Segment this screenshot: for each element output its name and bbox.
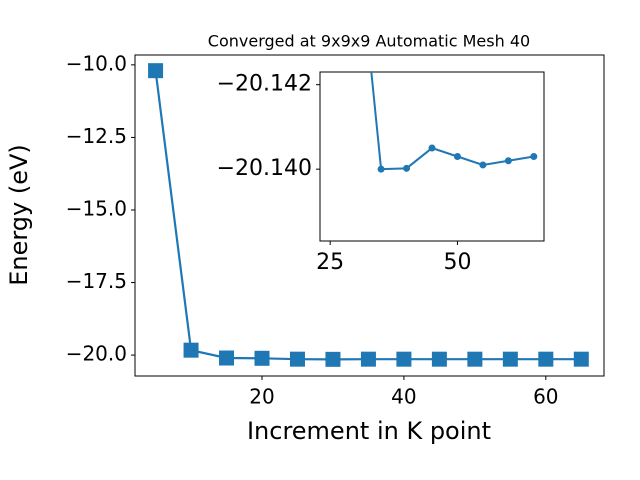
marker [325, 351, 341, 367]
x-tick-label: 60 [533, 385, 558, 409]
marker [396, 351, 412, 367]
marker [148, 63, 164, 79]
x-tick-label: 25 [316, 250, 344, 275]
marker [467, 351, 483, 367]
chart-title: Converged at 9x9x9 Automatic Mesh 40 [208, 32, 530, 51]
plot-clip [370, 72, 538, 173]
y-tick-label: −17.5 [66, 269, 127, 293]
y-tick-label: −20.142 [217, 72, 312, 97]
marker [538, 351, 554, 367]
x-tick-label: 50 [443, 250, 471, 275]
marker [453, 153, 461, 160]
marker [254, 350, 270, 366]
y-tick-label: −12.5 [66, 124, 127, 148]
data-line [370, 72, 534, 171]
plot-clip [148, 63, 589, 367]
x-tick-label: 20 [249, 385, 274, 409]
y-tick-label: −15.0 [66, 196, 127, 220]
y-tick-label: −20.140 [217, 156, 312, 181]
y-tick-label: −10.0 [66, 51, 127, 75]
y-axis-label: Energy (eV) [5, 144, 33, 286]
x-axis-label: Increment in K point [247, 417, 491, 445]
plot-area [319, 71, 545, 242]
marker [183, 342, 199, 358]
marker [502, 351, 518, 367]
marker [504, 157, 512, 165]
marker [428, 144, 436, 152]
marker [403, 164, 411, 172]
x-tick-label: 40 [391, 385, 416, 409]
y-tick-label: −20.0 [66, 342, 127, 366]
marker [377, 165, 385, 173]
marker [431, 351, 447, 367]
marker [530, 153, 538, 160]
marker [219, 350, 235, 366]
marker [479, 161, 487, 169]
marker [360, 351, 376, 367]
marker [289, 351, 305, 367]
marker [573, 351, 589, 367]
